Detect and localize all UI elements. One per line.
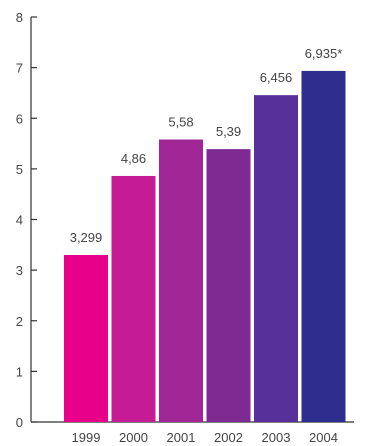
bar-2003 — [254, 95, 298, 422]
bar-value-label-1999: 3,299 — [70, 230, 103, 245]
y-tick-label: 1 — [16, 364, 23, 379]
x-category-label-2001: 2001 — [167, 430, 196, 445]
y-tick-label: 5 — [16, 162, 23, 177]
x-category-label-2000: 2000 — [119, 430, 148, 445]
y-tick-label: 6 — [16, 111, 23, 126]
y-tick-label: 3 — [16, 263, 23, 278]
bar-value-label-2000: 4,86 — [121, 151, 146, 166]
y-tick-label: 7 — [16, 61, 23, 76]
y-tick-label: 8 — [16, 10, 23, 25]
bar-value-label-2003: 6,456 — [260, 70, 293, 85]
bar-value-label-2001: 5,58 — [168, 115, 193, 130]
bars-group — [64, 70, 346, 423]
y-tick-label: 0 — [16, 415, 23, 430]
x-category-label-2003: 2003 — [262, 430, 291, 445]
bar-2004 — [301, 70, 346, 423]
bar-1999 — [64, 254, 108, 422]
bar-2001 — [159, 139, 203, 422]
x-category-label-2004: 2004 — [309, 430, 338, 445]
y-tick-label: 2 — [16, 314, 23, 329]
bar-value-labels: 3,299 4,86 5,58 5,39 6,456 6,935* — [70, 46, 343, 245]
y-tick-label: 4 — [16, 213, 23, 228]
bar-value-label-2004: 6,935* — [305, 46, 343, 61]
x-category-label-2002: 2002 — [214, 430, 243, 445]
x-category-label-1999: 1999 — [72, 430, 101, 445]
x-axis-labels: 1999 2000 2001 2002 2003 2004 — [72, 430, 338, 445]
bar-value-label-2002: 5,39 — [216, 124, 241, 139]
bar-2000 — [111, 175, 156, 422]
bar-2002 — [206, 149, 251, 422]
